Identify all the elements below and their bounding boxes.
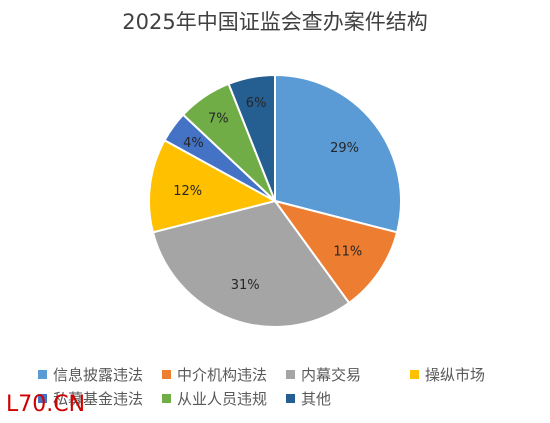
legend-row-2: 私募基金违法 从业人员违规 其他 [38, 386, 528, 410]
legend-item-other: 其他 [286, 388, 331, 409]
slice-label: 31% [231, 278, 260, 293]
legend-label: 内幕交易 [301, 365, 362, 384]
legend-swatch [162, 393, 171, 403]
legend-swatch [38, 369, 47, 379]
slice-label: 29% [330, 141, 359, 156]
slice-label: 11% [333, 244, 362, 259]
slice-other [227, 73, 276, 202]
slice-label: 7% [208, 112, 229, 127]
slice-info-disclosure [274, 73, 402, 234]
legend-item-private-fund: 私募基金违法 [38, 388, 162, 409]
slice-intermediary [272, 199, 399, 305]
legend-item-practitioner: 从业人员违规 [162, 388, 286, 409]
legend-label: 私募基金违法 [53, 389, 144, 408]
legend-label: 从业人员违规 [177, 389, 268, 408]
slice-label: 12% [173, 184, 202, 199]
legend-swatch [162, 369, 171, 379]
legend-swatch [286, 393, 295, 403]
legend-swatch [410, 369, 419, 379]
legend-item-insider-trading: 内幕交易 [286, 364, 410, 385]
slice-label: 4% [183, 136, 204, 151]
legend: 信息披露违法 中介机构违法 内幕交易 操纵市场 私募基金违法 从业人员 [38, 362, 528, 410]
legend-swatch [286, 369, 295, 379]
watermark: L70.CN [6, 392, 86, 417]
legend-swatch [38, 393, 47, 403]
legend-item-info-disclosure: 信息披露违法 [38, 364, 162, 385]
chart-title: 2025年中国证监会查办案件结构 [122, 10, 428, 34]
legend-item-market-manipulation: 操纵市场 [410, 364, 485, 385]
legend-label: 操纵市场 [425, 365, 486, 384]
legend-label: 信息披露违法 [53, 365, 144, 384]
slice-market-manipulation [148, 138, 278, 234]
slice-insider-trading [151, 199, 351, 328]
legend-label: 其他 [301, 389, 332, 408]
legend-row-1: 信息披露违法 中介机构违法 内幕交易 操纵市场 [38, 362, 528, 386]
slice-label: 6% [246, 96, 267, 111]
legend-label: 中介机构违法 [177, 365, 268, 384]
legend-item-intermediary: 中介机构违法 [162, 364, 286, 385]
